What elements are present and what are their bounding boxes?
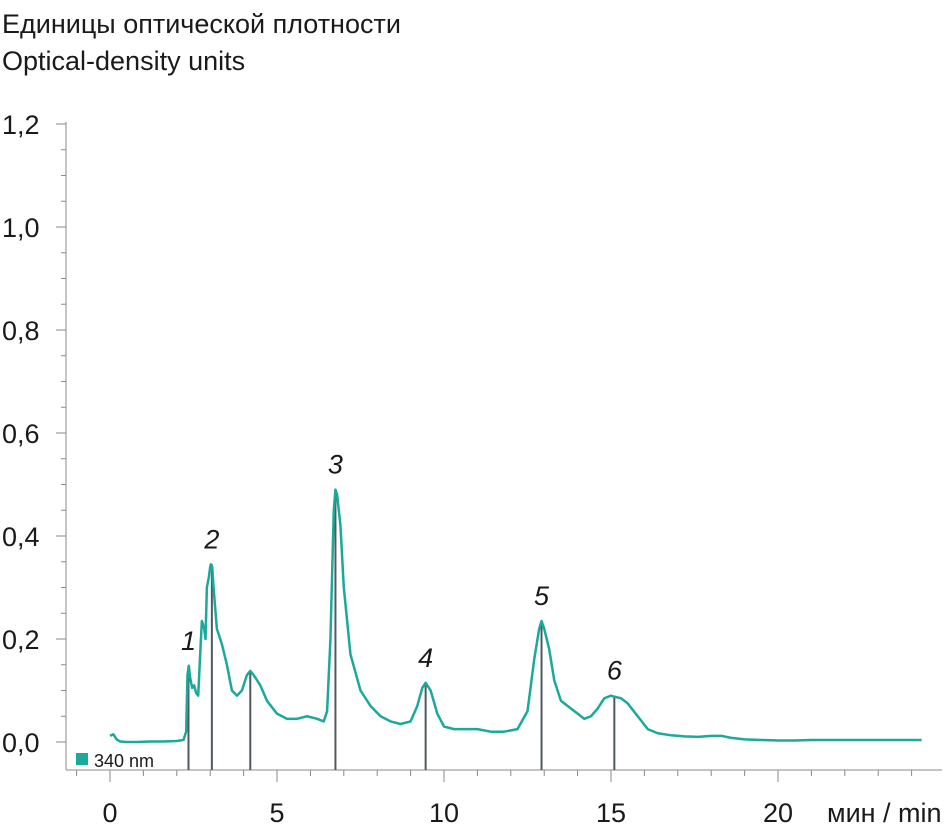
y-tick-label: 0,2 bbox=[2, 625, 40, 655]
y-axis-title-ru: Единицы оптической плотности bbox=[2, 9, 401, 39]
y-tick-label: 1,0 bbox=[2, 213, 40, 243]
axes bbox=[65, 122, 942, 771]
x-tick-label: 20 bbox=[763, 798, 793, 828]
x-axis-unit: мин / min bbox=[827, 798, 942, 828]
ticks: 0,00,20,40,60,81,01,20 5 10 15 20 bbox=[2, 110, 913, 828]
peak-label: 1 bbox=[181, 626, 196, 656]
y-tick-label: 0,0 bbox=[2, 728, 40, 758]
y-tick-label: 0,4 bbox=[2, 522, 40, 552]
y-tick-label: 0,6 bbox=[2, 419, 40, 449]
x-tick-label: 10 bbox=[429, 798, 459, 828]
x-tick-label: 5 bbox=[269, 798, 284, 828]
y-tick-label: 0,8 bbox=[2, 316, 40, 346]
peak-markers bbox=[187, 489, 616, 770]
legend-label: 340 nm bbox=[94, 751, 154, 771]
peak-label: 3 bbox=[328, 450, 343, 480]
plot-area bbox=[109, 488, 922, 744]
legend: 340 nm bbox=[76, 751, 154, 771]
peak-label: 2 bbox=[203, 524, 219, 554]
peak-label: 5 bbox=[534, 581, 550, 611]
legend-swatch bbox=[76, 753, 88, 765]
peak-label: 6 bbox=[607, 656, 623, 686]
series-line bbox=[109, 488, 922, 744]
peak-label: 4 bbox=[418, 643, 433, 673]
x-tick-label: 0 bbox=[102, 798, 117, 828]
y-tick-label: 1,2 bbox=[2, 110, 40, 140]
y-axis-title-en: Optical-density units bbox=[2, 46, 245, 76]
x-tick-label: 15 bbox=[596, 798, 626, 828]
peak-labels: 1 2 3 4 5 6 bbox=[181, 450, 623, 686]
